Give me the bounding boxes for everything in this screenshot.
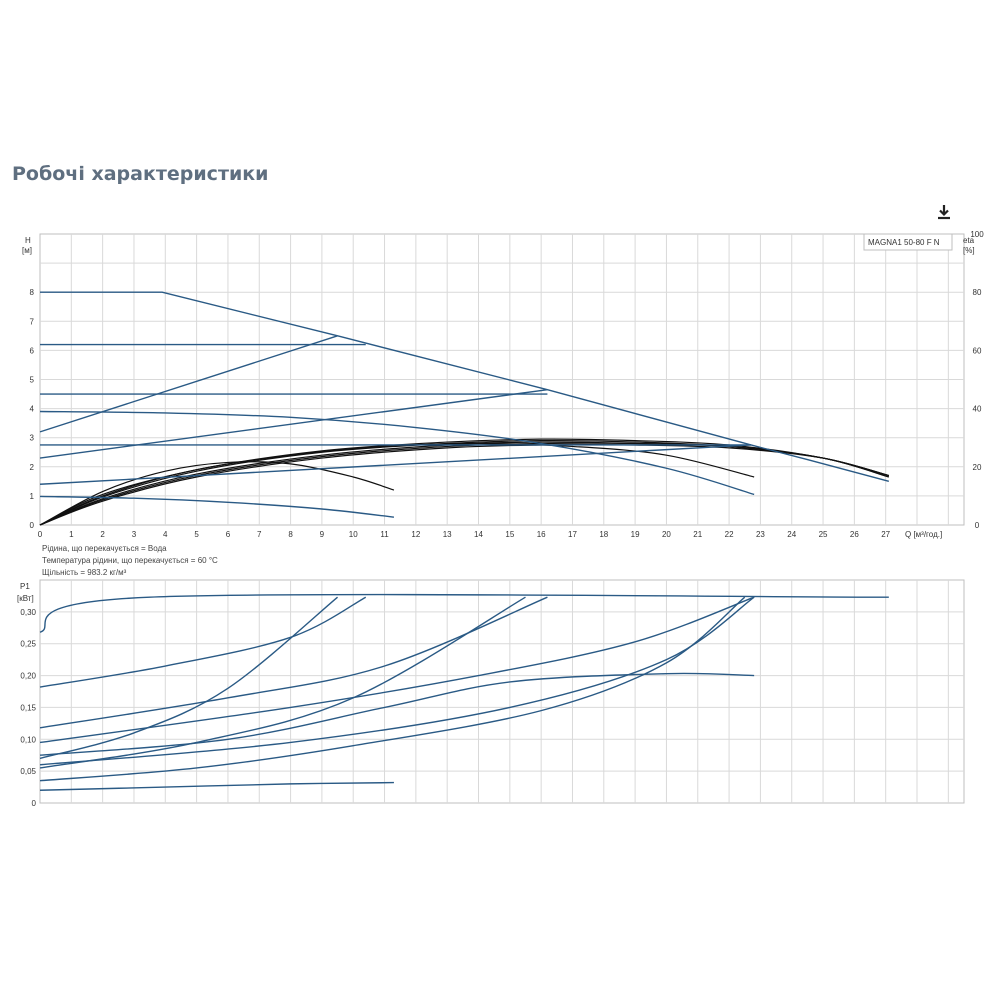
power-chart-curves <box>39 593 889 791</box>
x-tick-label: 3 <box>132 530 137 539</box>
y-tick-label: 4 <box>30 405 35 414</box>
x-tick-label: 16 <box>537 530 546 539</box>
y2-tick-label: 60 <box>973 346 982 355</box>
info-density: Щільність = 983.2 кг/м³ <box>42 568 127 577</box>
y-tick-label: 8 <box>30 288 35 297</box>
y2-tick-label: 40 <box>973 405 982 414</box>
x-axis-label: Q [м³/год.] <box>905 530 942 539</box>
x-tick-label: 2 <box>100 530 105 539</box>
x-tick-label: 0 <box>38 530 43 539</box>
y-tick-label: 0,05 <box>20 767 36 776</box>
power-curve <box>39 596 755 766</box>
head-curve <box>39 444 752 485</box>
y-tick-label: 3 <box>30 434 35 443</box>
power-curve <box>39 596 755 744</box>
x-tick-label: 24 <box>787 530 796 539</box>
y-tick-label: 0 <box>30 521 35 530</box>
legend: MAGNA1 50-80 F N <box>863 233 953 251</box>
head-curve <box>39 388 548 459</box>
x-tick-label: 9 <box>320 530 325 539</box>
head-chart-ticks: 0 1 2 3 4 5 6 7 8 9 10 11 12 13 14 15 16 17 18 19 20 21 22 23 24… <box>30 230 985 539</box>
y-tick-label: 0,30 <box>20 608 36 617</box>
x-tick-label: 26 <box>850 530 859 539</box>
power-curve <box>39 596 746 782</box>
power-chart-ticks: 0 0,05 0,10 0,15 0,20 0,25 0,30 <box>20 608 36 808</box>
y2-tick-label: 0 <box>975 521 980 530</box>
legend-box <box>863 233 953 251</box>
info-temperature: Температура рідини, що перекачується = 6… <box>42 556 218 565</box>
x-tick-label: 22 <box>725 530 734 539</box>
x-tick-label: 12 <box>411 530 420 539</box>
x-tick-label: 21 <box>693 530 702 539</box>
x-tick-label: 20 <box>662 530 671 539</box>
x-tick-label: 27 <box>881 530 890 539</box>
x-tick-label: 7 <box>257 530 262 539</box>
power-curve <box>39 781 394 791</box>
head-chart: 0 1 2 3 4 5 6 7 8 9 10 11 12 13 14 15 16 17 18 19 20 21 22 23 24… <box>22 230 984 539</box>
y-tick-label: 0,25 <box>20 640 36 649</box>
x-tick-label: 10 <box>349 530 358 539</box>
y-tick-label: 7 <box>30 317 35 326</box>
head-curve <box>39 410 755 496</box>
y-tick-label: 0,15 <box>20 703 36 712</box>
y-tick-label: 0,20 <box>20 672 36 681</box>
y2-tick-label: 20 <box>973 463 982 472</box>
y-tick-label: 0 <box>32 799 37 808</box>
fluid-info: Рідина, що перекачується = Вода Температ… <box>42 544 218 577</box>
eta-curve <box>39 461 395 526</box>
y2-tick-label: 80 <box>973 288 982 297</box>
x-tick-label: 13 <box>443 530 452 539</box>
x-tick-label: 5 <box>194 530 199 539</box>
y-axis-label-p1: P1 <box>20 582 30 591</box>
power-curve <box>39 596 367 688</box>
x-tick-label: 6 <box>226 530 231 539</box>
y-axis-unit-m: [м] <box>22 246 32 255</box>
head-curve <box>39 495 395 518</box>
x-tick-label: 4 <box>163 530 168 539</box>
power-curve <box>39 672 755 756</box>
eta-curve <box>39 444 889 526</box>
x-tick-label: 17 <box>568 530 577 539</box>
page-title: Робочі характеристики <box>12 163 269 185</box>
power-chart: 0 0,05 0,10 0,15 0,20 0,25 0,30 P1 [кВт] <box>17 579 965 808</box>
x-tick-label: 25 <box>819 530 828 539</box>
x-tick-label: 14 <box>474 530 483 539</box>
y2-tick-label: 100 <box>970 230 984 239</box>
y-tick-label: 2 <box>30 463 35 472</box>
power-curve <box>39 596 548 729</box>
power-curve <box>39 596 526 769</box>
y-tick-label: 5 <box>30 376 35 385</box>
x-tick-label: 11 <box>380 530 389 539</box>
y2-axis-label-eta: eta <box>963 236 975 245</box>
power-curve <box>39 593 889 633</box>
download-button[interactable] <box>934 202 954 222</box>
power-curve <box>39 596 339 760</box>
y-tick-label: 6 <box>30 346 35 355</box>
download-icon[interactable] <box>934 202 954 222</box>
info-fluid: Рідина, що перекачується = Вода <box>42 544 167 553</box>
x-tick-label: 19 <box>631 530 640 539</box>
x-tick-label: 8 <box>288 530 293 539</box>
legend-label: MAGNA1 50-80 F N <box>868 238 940 247</box>
x-tick-label: 23 <box>756 530 765 539</box>
y-axis-label-h: H <box>25 236 31 245</box>
head-curve <box>40 291 890 483</box>
head-curve <box>39 335 338 433</box>
y2-axis-unit: [%] <box>963 246 975 255</box>
head-chart-curves <box>39 291 890 526</box>
x-tick-label: 1 <box>69 530 74 539</box>
y-tick-label: 1 <box>30 492 35 501</box>
y-tick-label: 0,10 <box>20 735 36 744</box>
y-axis-unit-kw: [кВт] <box>17 594 34 603</box>
x-tick-label: 18 <box>599 530 608 539</box>
x-tick-label: 15 <box>505 530 514 539</box>
